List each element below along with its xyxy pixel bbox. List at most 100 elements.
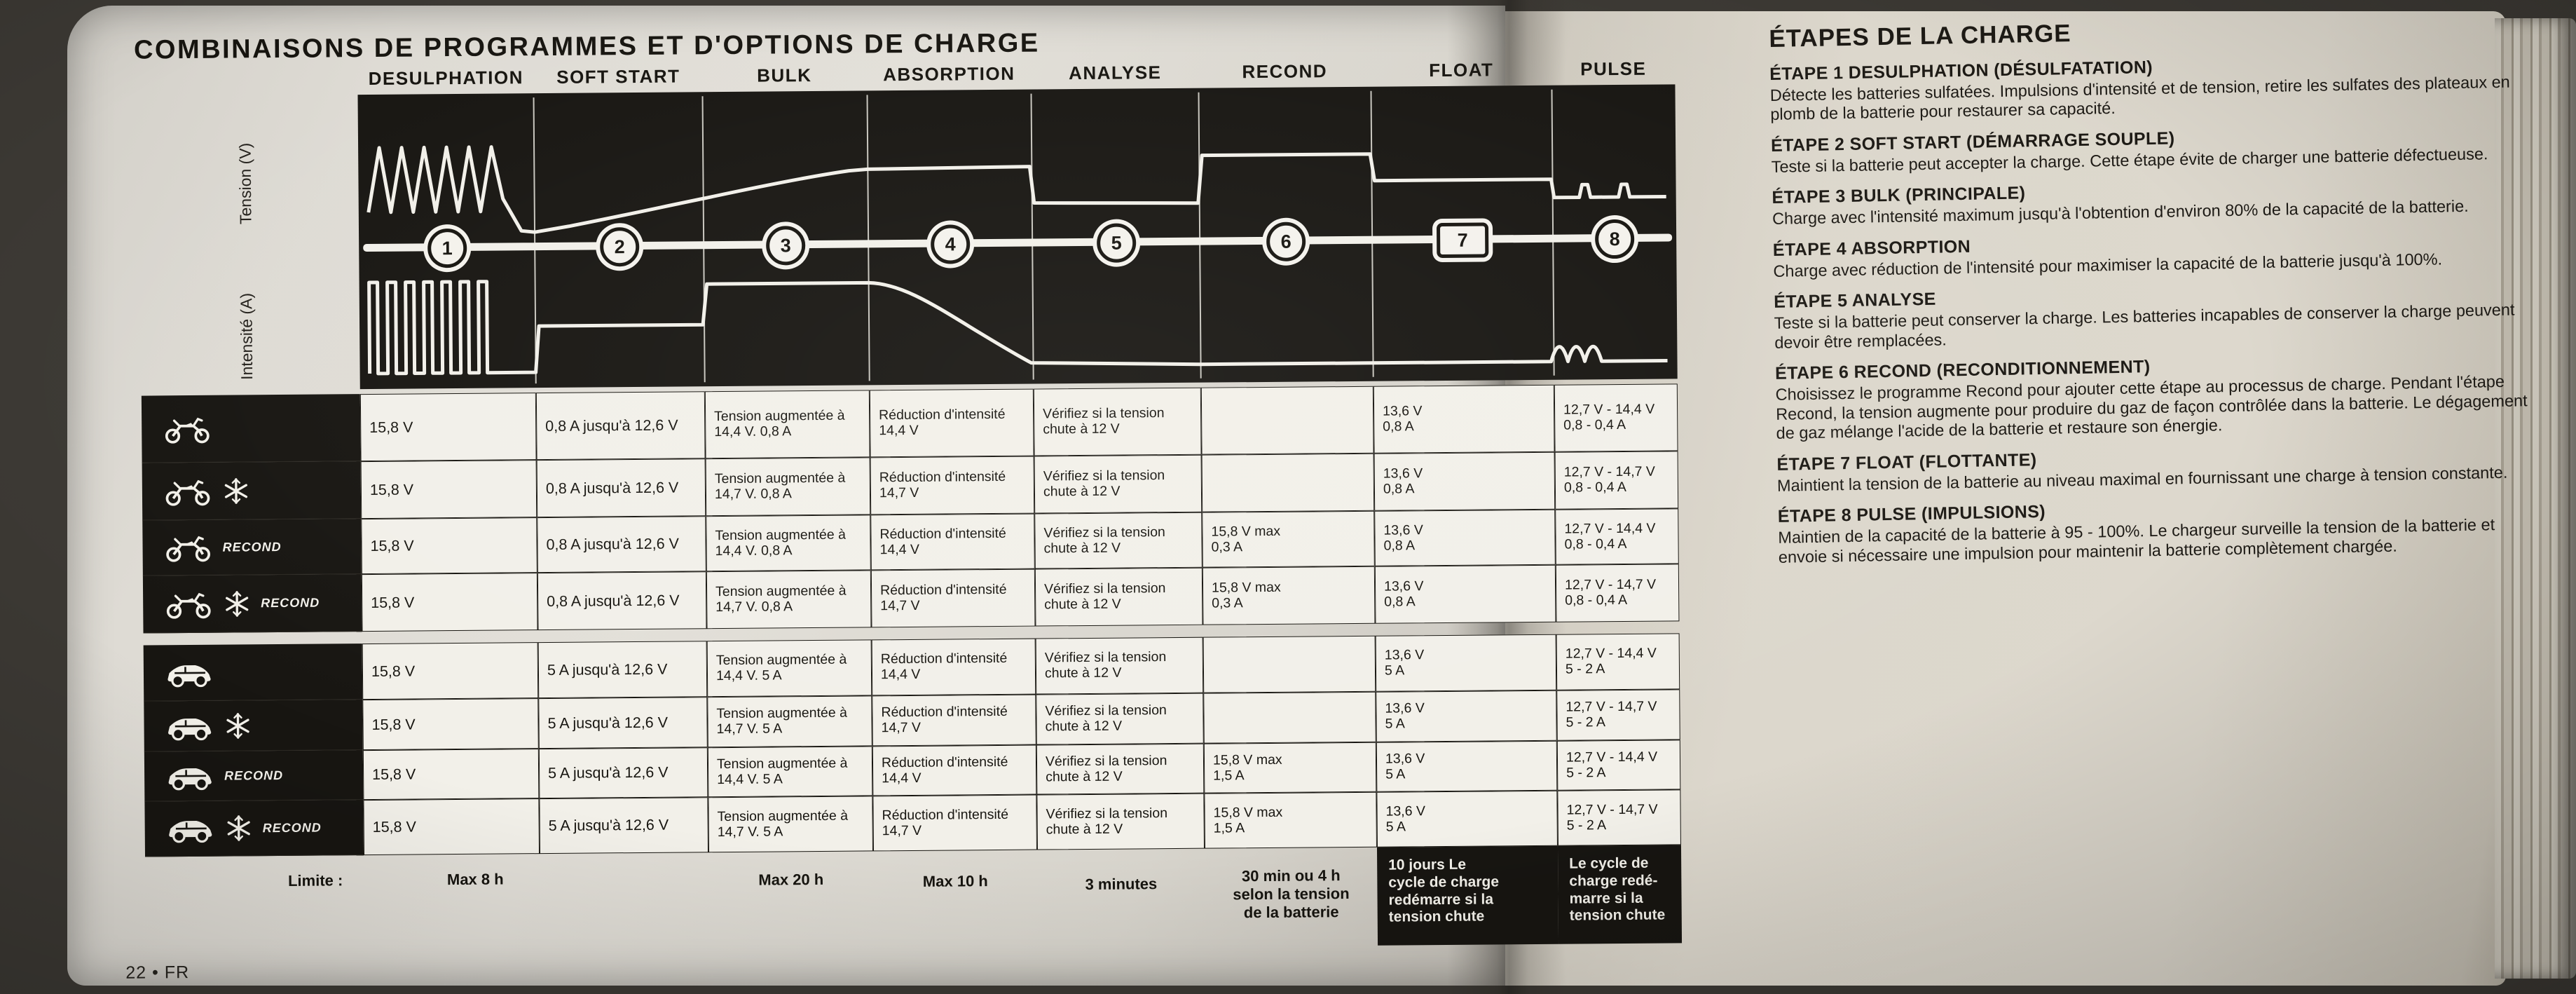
table-cell: 15,8 V	[361, 573, 538, 632]
table-cell: Réduction d'intensité 14,7 V	[870, 456, 1035, 515]
stage-marker-7: 7	[1436, 222, 1489, 259]
motorcycle-icon	[164, 588, 213, 620]
table-cell: 15,8 V	[362, 698, 539, 751]
stage-marker-6: 6	[1266, 222, 1306, 261]
table-cell: Vérifiez si la tension chute à 12 V	[1034, 567, 1203, 627]
table-cell: Réduction d'intensité 14,7 V	[872, 694, 1036, 747]
snowflake-icon	[224, 712, 252, 740]
table-cell: 13,6 V 0,8 A	[1374, 509, 1556, 566]
limit-analyse: 3 minutes	[1085, 875, 1158, 894]
table-cell: 15,8 V max 0,3 A	[1202, 566, 1376, 625]
table-cell: 0,8 A jusqu'à 12,6 V	[537, 571, 707, 631]
snowflake-icon	[223, 590, 251, 618]
table-cell	[1200, 386, 1374, 455]
table-cell: Réduction d'intensité 14,7 V	[870, 569, 1036, 628]
table-cell: 12,7 V - 14,7 V 5 - 2 A	[1556, 689, 1680, 741]
table-cell: Réduction d'intensité 14,4 V	[872, 744, 1037, 796]
table-cell: Vérifiez si la tension chute à 12 V	[1034, 454, 1203, 514]
table-cell: Vérifiez si la tension chute à 12 V	[1034, 512, 1203, 569]
table-cell: 13,6 V 5 A	[1376, 790, 1558, 847]
snowflake-icon	[225, 814, 253, 842]
right-page-content: ÉTAPES DE LA CHARGE ÉTAPE 1 DESULPHATION…	[1769, 11, 2539, 567]
table-cell: Tension augmentée à 14,4 V. 0,8 A	[706, 515, 871, 572]
limit-desulphation: Max 8 h	[446, 870, 504, 889]
stage-label-bulk: BULK	[757, 64, 812, 86]
table-cell: 13,6 V 5 A	[1375, 634, 1557, 692]
table-cell: Tension augmentée à 14,7 V. 5 A	[707, 695, 872, 748]
recond-badge: RECOND	[224, 768, 284, 783]
program-table-motorcycle: 15,8 V 0,8 A jusqu'à 12,6 V Tension augm…	[141, 383, 1680, 634]
table-cell: Tension augmentée à 14,7 V. 5 A	[708, 796, 873, 853]
limit-recond: 30 min ou 4 h selon la tension de la bat…	[1233, 866, 1350, 922]
limit-absorption: Max 10 h	[922, 872, 988, 890]
table-cell	[1201, 453, 1375, 512]
stage-marker-2: 2	[599, 226, 640, 267]
stage-label-pulse: PULSE	[1580, 57, 1647, 80]
stage-label-float: FLOAT	[1429, 59, 1494, 81]
table-cell: Vérifiez si la tension chute à 12 V	[1036, 793, 1205, 850]
car-icon	[166, 813, 215, 845]
charge-stages-chart: 1 2 3 4 5 6 7 8	[357, 84, 1678, 390]
table-cell: 15,8 V	[359, 393, 537, 462]
motorcycle-icon	[163, 475, 212, 507]
table-cell: Réduction d'intensité 14,4 V	[869, 388, 1034, 458]
step-3: ÉTAPE 3 BULK (PRINCIPALE) Charge avec l'…	[1772, 175, 2533, 229]
table-cell: Tension augmentée à 14,4 V. 5 A	[707, 746, 873, 798]
table-cell: 15,8 V	[362, 749, 540, 801]
table-cell: 13,6 V 0,8 A	[1374, 564, 1556, 624]
table-cell: 12,7 V - 14,7 V 5 - 2 A	[1557, 789, 1681, 846]
car-icon	[165, 657, 214, 688]
table-cell: 13,6 V 0,8 A	[1373, 451, 1556, 511]
table-row-icons	[141, 394, 361, 463]
snowflake-icon	[222, 477, 250, 505]
table-cell: 12,7 V - 14,4 V 0,8 - 0,4 A	[1555, 508, 1679, 565]
stage-label-desulphation: DESULPHATION	[368, 67, 524, 90]
table-cell: Tension augmentée à 14,4 V. 0,8 A	[704, 390, 870, 459]
step-body: Choisissez le programme Recond pour ajou…	[1775, 372, 2528, 443]
table-cell: 15,8 V	[360, 460, 537, 519]
table-cell	[1203, 635, 1376, 693]
recond-badge: RECOND	[261, 595, 320, 611]
step-7: ÉTAPE 7 FLOAT (FLOTTANTE) Maintient la t…	[1776, 441, 2537, 496]
stage-label-recond: RECOND	[1242, 60, 1328, 83]
stage-marker-5: 5	[1096, 223, 1137, 263]
motorcycle-icon	[163, 413, 212, 444]
table-cell: 12,7 V - 14,4 V 5 - 2 A	[1556, 633, 1680, 690]
tension-waveform	[366, 145, 1666, 234]
step-4: ÉTAPE 4 ABSORPTION Charge avec réduction…	[1773, 226, 2534, 281]
intensite-waveform	[367, 280, 1668, 376]
table-cell: 0,8 A jusqu'à 12,6 V	[536, 458, 706, 518]
table-cell: 5 A jusqu'à 12,6 V	[538, 747, 708, 799]
table-cell: 15,8 V max 1,5 A	[1203, 742, 1377, 794]
table-cell: Vérifiez si la tension chute à 12 V	[1035, 636, 1204, 695]
page-edge-stack	[2495, 18, 2576, 979]
car-icon	[165, 710, 214, 742]
recond-badge: RECOND	[262, 820, 322, 835]
table-cell: 15,8 V max 1,5 A	[1204, 791, 1377, 849]
page-title: COMBINAISONS DE PROGRAMMES ET D'OPTIONS …	[133, 28, 1040, 66]
table-cell: Tension augmentée à 14,7 V. 0,8 A	[706, 570, 872, 629]
table-cell: 12,7 V - 14,7 V 0,8 - 0,4 A	[1554, 451, 1679, 510]
table-cell: Tension augmentée à 14,4 V. 5 A	[706, 639, 872, 697]
table-cell: 13,6 V 0,8 A	[1373, 384, 1555, 454]
table-cell: Vérifiez si la tension chute à 12 V	[1036, 743, 1205, 795]
table-cell: Réduction d'intensité 14,4 V	[871, 638, 1036, 696]
table-cell: 0,8 A jusqu'à 12,6 V	[535, 391, 706, 461]
table-cell: Tension augmentée à 14,7 V. 0,8 A	[705, 457, 871, 517]
table-cell: 5 A jusqu'à 12,6 V	[537, 641, 708, 699]
table-cell	[1203, 691, 1376, 744]
program-table-car: 15,8 V 5 A jusqu'à 12,6 V Tension augmen…	[143, 633, 1681, 857]
table-row-icons	[143, 644, 363, 702]
left-page-content: COMBINAISONS DE PROGRAMMES ET D'OPTIONS …	[125, 28, 1683, 983]
axis-label-tension: Tension (V)	[235, 142, 255, 225]
table-cell: 5 A jusqu'à 12,6 V	[538, 697, 708, 749]
table-row-icons: RECOND	[144, 800, 364, 857]
stage-marker-4: 4	[930, 224, 971, 264]
stage-marker-8: 8	[1594, 219, 1635, 259]
table-cell: 13,6 V 5 A	[1376, 690, 1557, 742]
step-6: ÉTAPE 6 RECOND (RECONDITIONNEMENT) Chois…	[1775, 350, 2537, 443]
page-number: 22 • FR	[125, 962, 190, 983]
table-cell: 5 A jusqu'à 12,6 V	[539, 797, 709, 855]
table-cell: Réduction d'intensité 14,7 V	[872, 794, 1037, 852]
